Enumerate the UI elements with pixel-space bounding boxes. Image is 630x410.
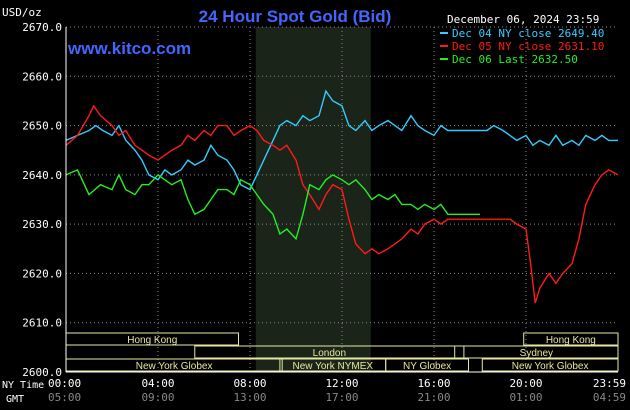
y-tick-label: 2600.0 (22, 366, 62, 379)
session-bar (194, 345, 465, 359)
legend-entry: Dec 05 NY close 2631.10 (452, 40, 604, 53)
x-tick-label-ny: 16:00 (417, 377, 450, 390)
y-tick-label: 2610.0 (22, 317, 62, 330)
x-tick-label-gmt: 17:00 (325, 391, 358, 404)
series-line (65, 168, 480, 241)
y-tick-label: 2670.0 (22, 21, 62, 34)
y-tick-label: 2630.0 (22, 218, 62, 231)
session-bar (481, 358, 619, 372)
session-label: Sydney (520, 348, 553, 359)
unit-label: USD/oz (2, 6, 42, 19)
session-label: London (313, 348, 346, 359)
chart-title: 24 Hour Spot Gold (Bid) (199, 7, 392, 26)
x-tick-label-ny: 12:00 (325, 377, 358, 390)
session-bar (523, 332, 619, 346)
y-tick-label: 2620.0 (22, 267, 62, 280)
series-line (65, 104, 619, 304)
x-tick-label-ny: 08:00 (233, 377, 266, 390)
y-tick-label: 2660.0 (22, 70, 62, 83)
session-label: New York Globex (136, 361, 213, 372)
session-label: Hong Kong (546, 335, 596, 346)
site-label: www.kitco.com (67, 39, 191, 58)
x-tick-label-gmt: 04:59 (593, 391, 626, 404)
y-tick-label: 2640.0 (22, 169, 62, 182)
x-tick-label-gmt: 13:00 (233, 391, 266, 404)
x-tick-label-gmt: 09:00 (141, 391, 174, 404)
date-label: December 06, 2024 23:59 (447, 13, 599, 26)
x-tick-label-gmt: 21:00 (417, 391, 450, 404)
x-tick-label-gmt: 05:00 (48, 391, 81, 404)
legend-entry: Dec 04 NY close 2649.40 (452, 27, 604, 40)
y-tick-label: 2650.0 (22, 120, 62, 133)
session-label: Hong Kong (127, 335, 177, 346)
session-bar (385, 358, 470, 372)
ny-time-label: NY Time (2, 380, 44, 391)
x-tick-label-ny: 20:00 (509, 377, 542, 390)
session-label: NY Globex (403, 361, 451, 372)
gmt-label: GMT (6, 394, 24, 405)
x-tick-label-gmt: 01:00 (509, 391, 542, 404)
session-label: New York NYMEX (293, 361, 374, 372)
x-tick-label-ny: 23:59 (593, 377, 626, 390)
x-tick-label-ny: 04:00 (141, 377, 174, 390)
session-label: New York Globex (512, 361, 589, 372)
x-tick-label-ny: 00:00 (48, 377, 81, 390)
series-line (65, 89, 618, 191)
session-bar (454, 345, 619, 359)
legend-entry: Dec 06 Last 2632.50 (452, 53, 578, 66)
